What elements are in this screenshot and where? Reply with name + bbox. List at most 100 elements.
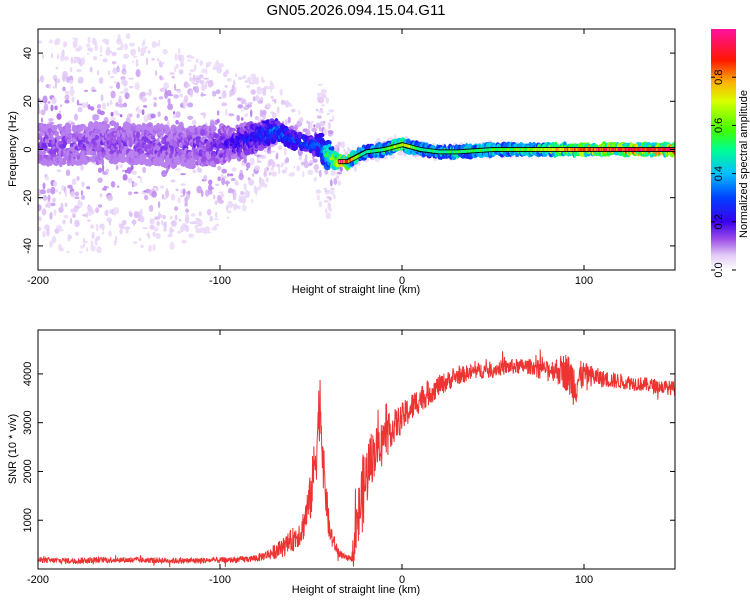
spectrogram-cell xyxy=(123,71,127,75)
spectrogram-cell xyxy=(55,78,61,84)
spectrogram-ridge-cell xyxy=(342,160,345,164)
spectrogram-cell xyxy=(62,219,66,225)
spectrogram-cell xyxy=(217,110,220,116)
spectrogram-ridge-cell xyxy=(592,148,594,151)
spectrogram-ridge-cell xyxy=(624,148,627,151)
spectrogram-cell xyxy=(116,81,121,90)
spectrogram-cell xyxy=(298,109,301,116)
spectrogram-cell xyxy=(66,139,72,144)
spectrogram-ridge-cell xyxy=(412,146,415,150)
spectrogram-cell xyxy=(324,208,328,214)
spectrogram-cell xyxy=(245,162,251,169)
spectrogram-ridge-cell xyxy=(643,148,645,151)
spectrogram-cell xyxy=(167,98,171,105)
spectrogram-cell xyxy=(87,205,93,214)
spectrogram-cell xyxy=(190,213,196,217)
spectrogram-cell xyxy=(316,108,319,112)
spectrogram-cell xyxy=(189,56,195,59)
spectrogram-cell xyxy=(115,165,119,170)
spectrogram-cell xyxy=(58,191,62,195)
spectrogram-cell xyxy=(46,200,52,209)
spectrogram-cell xyxy=(218,63,225,68)
spectrogram-ridge-cell xyxy=(655,148,657,151)
spectrogram-ridge-cell xyxy=(572,148,574,151)
spectrogram-cell xyxy=(117,98,123,104)
spectrogram-ridge-cell xyxy=(380,148,382,152)
spectrogram-cell xyxy=(175,188,179,191)
spectrogram-ridge-cell xyxy=(491,148,493,152)
spectrogram-cell xyxy=(128,85,134,89)
spectrogram-ridge-cell xyxy=(395,144,397,148)
spectrogram-cell xyxy=(52,85,56,89)
spectrogram-cell xyxy=(155,232,161,239)
spectrogram-cell xyxy=(93,55,98,61)
spectrogram-cell xyxy=(143,194,149,201)
spectrogram-cell xyxy=(119,91,125,94)
spectrogram-cell xyxy=(237,76,243,80)
spectrogram-cell xyxy=(141,109,145,116)
spectrogram-cell xyxy=(223,175,227,179)
spectrogram-cell xyxy=(64,99,70,104)
spectrogram-cell xyxy=(175,168,181,171)
spectrogram-cell xyxy=(312,158,318,163)
spectrogram-ridge-cell xyxy=(413,146,415,150)
spectrogram-cell xyxy=(170,193,176,201)
spectrogram-cell xyxy=(240,117,244,121)
spectrogram-cell xyxy=(170,179,176,183)
spectrogram-cell xyxy=(160,185,165,189)
spectrogram-cell xyxy=(252,173,255,177)
spectrogram-cell xyxy=(192,169,196,174)
spectrogram-ridge-cell xyxy=(355,155,357,159)
spectrogram-ridge-cell xyxy=(386,147,388,151)
spectrogram-ridge-cell xyxy=(548,148,550,151)
spectrogram-cell xyxy=(130,124,138,133)
spectrogram-cell xyxy=(74,37,78,43)
spectrogram-ridge-cell xyxy=(594,148,597,151)
spectrogram-cell xyxy=(254,189,258,192)
spectrogram-cell xyxy=(81,101,87,109)
spectrogram-cell xyxy=(42,230,46,238)
spectrogram-cell xyxy=(56,169,62,172)
spectrogram-cell xyxy=(135,69,141,77)
spectrogram-ridge-cell xyxy=(579,148,581,151)
spectrogram-ridge-cell xyxy=(542,148,544,151)
spectrogram-ridge-cell xyxy=(461,150,463,154)
spectrogram-cell xyxy=(90,224,94,229)
spectrogram-cell xyxy=(221,91,227,99)
spectrogram-ridge-cell xyxy=(559,148,561,151)
spectrogram-cell xyxy=(246,191,250,194)
spectrogram-ridge-cell xyxy=(506,148,508,151)
spectrogram-ridge-cell xyxy=(496,148,498,151)
spectrogram-ridge-cell xyxy=(626,148,628,151)
spectrogram-cell xyxy=(158,96,164,100)
spectrogram-ridge-cell xyxy=(455,150,457,154)
spectrogram-cell xyxy=(130,48,137,56)
spectrogram-cell xyxy=(221,102,228,107)
spectrogram-cell xyxy=(244,190,251,198)
spectrogram-cell xyxy=(46,188,52,194)
spectrogram-cell xyxy=(49,240,53,248)
spectrogram-cell xyxy=(163,227,167,232)
spectrogram-cell xyxy=(249,157,255,166)
spectrogram-cell xyxy=(231,167,237,172)
spectrogram-cell xyxy=(290,108,296,113)
spectrogram-cell xyxy=(215,89,221,95)
spectrogram-ridge-cell xyxy=(598,148,600,151)
spectrogram-ridge-cell xyxy=(339,160,341,164)
spectrogram-cell xyxy=(215,60,220,69)
spectrogram-ridge-cell xyxy=(474,149,476,153)
spectrogram-ridge-cell xyxy=(449,150,451,154)
spectrogram-cell xyxy=(344,151,349,156)
spectrogram-ridge-cell xyxy=(654,148,656,151)
spectrogram-cell xyxy=(322,128,328,136)
spectrogram-cell xyxy=(109,86,113,89)
spectrogram-cell xyxy=(60,247,64,252)
spectrogram-ridge-cell xyxy=(547,148,549,151)
snr-frame xyxy=(37,329,676,570)
spectrogram-cell xyxy=(49,122,55,125)
spectrogram-y-label: Frequency (Hz) xyxy=(7,111,19,187)
spectrogram-cell xyxy=(56,224,62,230)
spectrogram-ridge-cell xyxy=(621,148,623,151)
spectrogram-cell xyxy=(230,177,236,182)
spectrogram-cell xyxy=(322,120,326,124)
